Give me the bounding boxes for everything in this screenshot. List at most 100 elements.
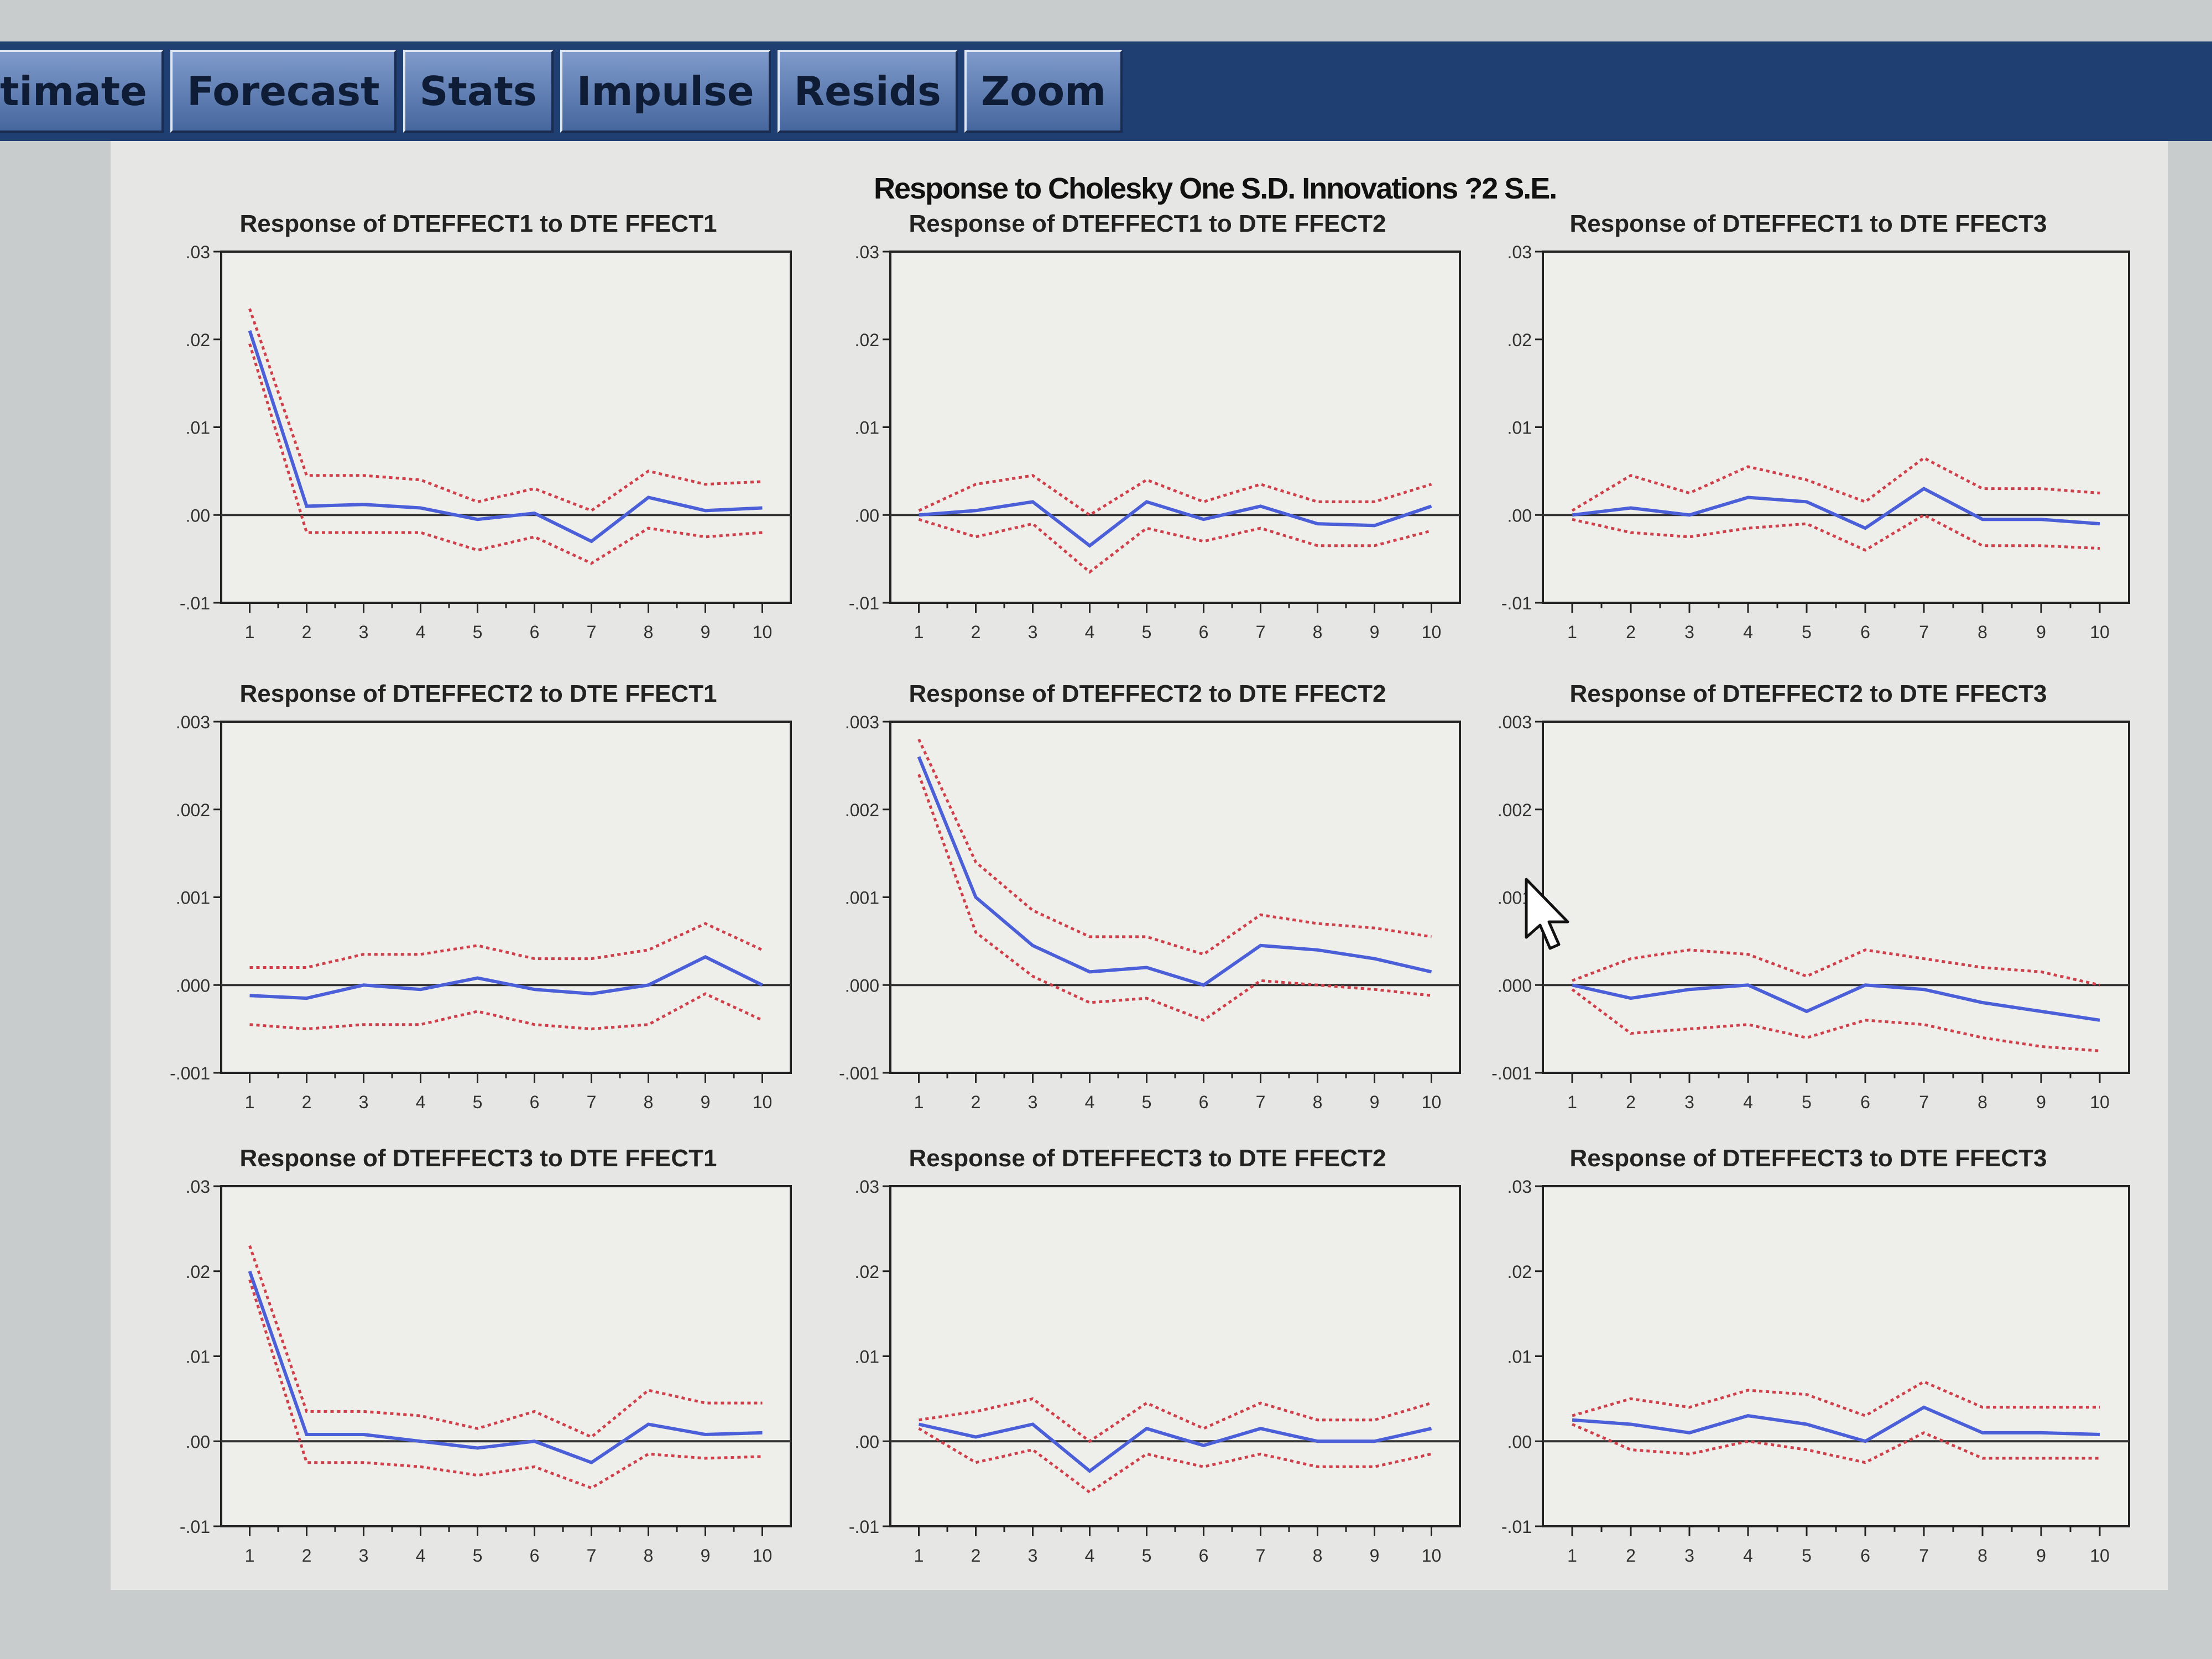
y-tick-label: .002 xyxy=(176,800,210,820)
y-tick-label: .02 xyxy=(1507,1262,1532,1282)
chart-title: Response of DTEFFECT1 to DTE FFECT3 xyxy=(1569,210,2047,237)
x-tick-label: 9 xyxy=(2036,622,2046,642)
y-tick-label: .00 xyxy=(186,1432,210,1452)
x-tick-label: 6 xyxy=(1199,622,1209,642)
chart-dteffect3-to-dteffect2: Response of DTEFFECT3 to DTE FFECT2 -.01… xyxy=(824,1145,1471,1587)
chart-svg: -.01 .00 .01 .02 .03 1 2 3 4 5 6 7 8 9 10 xyxy=(849,1177,1461,1566)
chart-title: Response of DTEFFECT1 to DTE FFECT2 xyxy=(909,210,1386,237)
y-tick-label: .000 xyxy=(176,975,210,995)
x-tick-label: 10 xyxy=(2090,622,2110,642)
x-tick-label: 6 xyxy=(1860,1092,1870,1112)
x-tick-label: 1 xyxy=(245,1546,255,1566)
chart-title: Response of DTEFFECT2 to DTE FFECT3 xyxy=(1569,680,2047,707)
x-tick-label: 4 xyxy=(1743,1546,1753,1566)
x-tick-label: 4 xyxy=(416,1092,426,1112)
x-tick-label: 3 xyxy=(1684,622,1694,642)
tab-forecast[interactable]: Forecast xyxy=(170,50,397,133)
chart-svg: -.01 .00 .01 .02 .03 1 2 3 4 5 6 7 8 9 10 xyxy=(1501,1177,2130,1566)
y-tick-label: .03 xyxy=(186,242,210,262)
x-tick-label: 10 xyxy=(1422,622,1442,642)
tab-resids[interactable]: Resids xyxy=(777,50,958,133)
x-tick-label: 10 xyxy=(1422,1092,1442,1112)
x-tick-label: 2 xyxy=(1626,1546,1636,1566)
x-tick-label: 3 xyxy=(359,1546,369,1566)
chart-title: Response of DTEFFECT3 to DTE FFECT2 xyxy=(909,1145,1386,1172)
y-tick-label: -.01 xyxy=(180,593,210,613)
lower-band-line xyxy=(1572,1423,2100,1464)
x-tick-label: 8 xyxy=(644,622,654,642)
chart-svg: -.01 .00 .01 .02 .03 1 2 3 4 5 6 7 8 9 10 xyxy=(849,242,1461,642)
y-tick-label: -.001 xyxy=(1491,1063,1532,1083)
tab-impulse[interactable]: Impulse xyxy=(560,50,771,133)
x-tick-label: 5 xyxy=(1142,1092,1152,1112)
lower-band-line xyxy=(1572,513,2100,552)
y-tick-label: -.001 xyxy=(170,1063,210,1083)
x-tick-label: 9 xyxy=(1370,1092,1380,1112)
plot-area xyxy=(889,251,1461,604)
x-tick-label: 5 xyxy=(1142,1546,1152,1566)
x-tick-label: 4 xyxy=(1743,1092,1753,1112)
mouse-pointer-icon xyxy=(1525,878,1569,950)
upper-band-line xyxy=(248,308,763,513)
x-tick-label: 8 xyxy=(644,1546,654,1566)
upper-band-line xyxy=(918,474,1432,517)
x-tick-label: 4 xyxy=(416,622,426,642)
response-line xyxy=(919,500,1432,548)
x-tick-label: 7 xyxy=(587,1092,597,1112)
y-tick-label: .003 xyxy=(1498,712,1532,732)
y-tick-label: .03 xyxy=(186,1177,210,1197)
x-tick-label: 10 xyxy=(753,1092,773,1112)
plot-area xyxy=(220,1185,792,1527)
chart-dteffect1-to-dteffect3: Response of DTEFFECT1 to DTE FFECT3 -.01… xyxy=(1477,210,2140,664)
x-tick-label: 8 xyxy=(1978,622,1987,642)
x-tick-label: 3 xyxy=(359,622,369,642)
x-tick-label: 1 xyxy=(914,1546,924,1566)
x-tick-label: 4 xyxy=(1085,1546,1095,1566)
upper-band-line xyxy=(249,922,763,969)
x-tick-label: 7 xyxy=(587,622,597,642)
plot-area xyxy=(1542,1185,2130,1527)
plot-area xyxy=(889,721,1461,1074)
x-tick-label: 7 xyxy=(1256,622,1266,642)
x-tick-label: 3 xyxy=(1684,1092,1694,1112)
x-tick-label: 3 xyxy=(1028,1546,1038,1566)
x-tick-label: 2 xyxy=(971,1092,981,1112)
y-tick-label: .00 xyxy=(855,1432,879,1452)
x-tick-label: 8 xyxy=(644,1092,654,1112)
x-tick-label: 8 xyxy=(1978,1092,1987,1112)
x-tick-label: 10 xyxy=(753,1546,773,1566)
x-tick-label: 7 xyxy=(1919,1546,1929,1566)
x-tick-label: 3 xyxy=(359,1092,369,1112)
x-tick-label: 6 xyxy=(530,1546,540,1566)
chart-dteffect3-to-dteffect3: Response of DTEFFECT3 to DTE FFECT3 -.01… xyxy=(1477,1145,2140,1587)
y-tick-label: .01 xyxy=(1507,418,1532,438)
x-tick-label: 6 xyxy=(1199,1546,1209,1566)
y-tick-label: .000 xyxy=(1498,975,1532,995)
y-tick-label: -.01 xyxy=(849,593,879,613)
y-tick-label: .03 xyxy=(1507,1177,1532,1197)
x-tick-label: 5 xyxy=(473,1546,483,1566)
x-tick-label: 7 xyxy=(1256,1546,1266,1566)
x-tick-label: 1 xyxy=(914,622,924,642)
tab-zoom[interactable]: Zoom xyxy=(964,50,1123,133)
plot-area xyxy=(1542,251,2130,604)
y-tick-label: -.001 xyxy=(839,1063,879,1083)
chart-title: Response of DTEFFECT2 to DTE FFECT2 xyxy=(909,680,1386,707)
x-tick-label: 5 xyxy=(473,1092,483,1112)
x-tick-label: 9 xyxy=(1370,1546,1380,1566)
tab-estimate[interactable]: timate xyxy=(0,50,164,133)
x-tick-label: 4 xyxy=(416,1546,426,1566)
tab-stats[interactable]: Stats xyxy=(403,50,554,133)
x-tick-label: 6 xyxy=(530,1092,540,1112)
x-tick-label: 8 xyxy=(1313,1546,1323,1566)
x-tick-label: 2 xyxy=(1626,1092,1636,1112)
toolbar: timate Forecast Stats Impulse Resids Zoo… xyxy=(0,41,2212,141)
x-tick-label: 7 xyxy=(587,1546,597,1566)
x-tick-label: 5 xyxy=(1802,622,1812,642)
x-tick-label: 5 xyxy=(1802,1092,1812,1112)
lower-band-line xyxy=(1571,988,2100,1052)
chart-dteffect3-to-dteffect1: Response of DTEFFECT3 to DTE FFECT1 -.01… xyxy=(155,1145,802,1587)
upper-band-line xyxy=(1571,456,2100,512)
